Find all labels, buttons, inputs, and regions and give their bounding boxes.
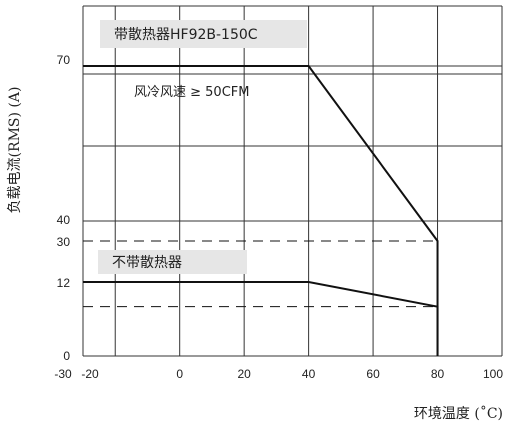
x-tick-label: 80	[431, 367, 445, 381]
x-tick-label: 40	[302, 367, 316, 381]
series-label: 带散热器HF92B-150C	[114, 27, 258, 43]
series-lines	[83, 65, 439, 356]
y-tick-label: 0	[63, 349, 70, 363]
x-tick-label: 0	[176, 367, 183, 381]
series-line	[83, 65, 439, 356]
airflow-annotation: 风冷风速 ≥ 50CFM	[134, 85, 249, 100]
y-tick-label: 12	[57, 276, 71, 290]
x-tick-label: -30	[54, 367, 72, 381]
y-tick-label: 70	[57, 53, 71, 67]
x-tick-label: 100	[483, 367, 503, 381]
x-tick-label: 20	[237, 367, 251, 381]
x-tick-label: 60	[366, 367, 380, 381]
tick-labels: -30 -20 0 20 40 60 80 100 0 12 30 40 70	[54, 53, 503, 381]
series-label-box	[100, 20, 307, 48]
y-axis-label: 负载电流(RMS) (A)	[7, 87, 23, 214]
y-tick-label: 30	[57, 235, 71, 249]
series-label-boxes: 带散热器HF92B-150C 不带散热器	[98, 20, 307, 274]
x-tick-label: -20	[81, 367, 99, 381]
reference-lines	[83, 240, 438, 308]
series-label-box	[98, 250, 247, 274]
x-axis-label: 环境温度 (˚C)	[414, 405, 503, 422]
chart-grid	[82, 5, 503, 357]
y-tick-label: 40	[57, 213, 71, 227]
series-label: 不带散热器	[112, 255, 182, 271]
series-line	[83, 281, 439, 356]
